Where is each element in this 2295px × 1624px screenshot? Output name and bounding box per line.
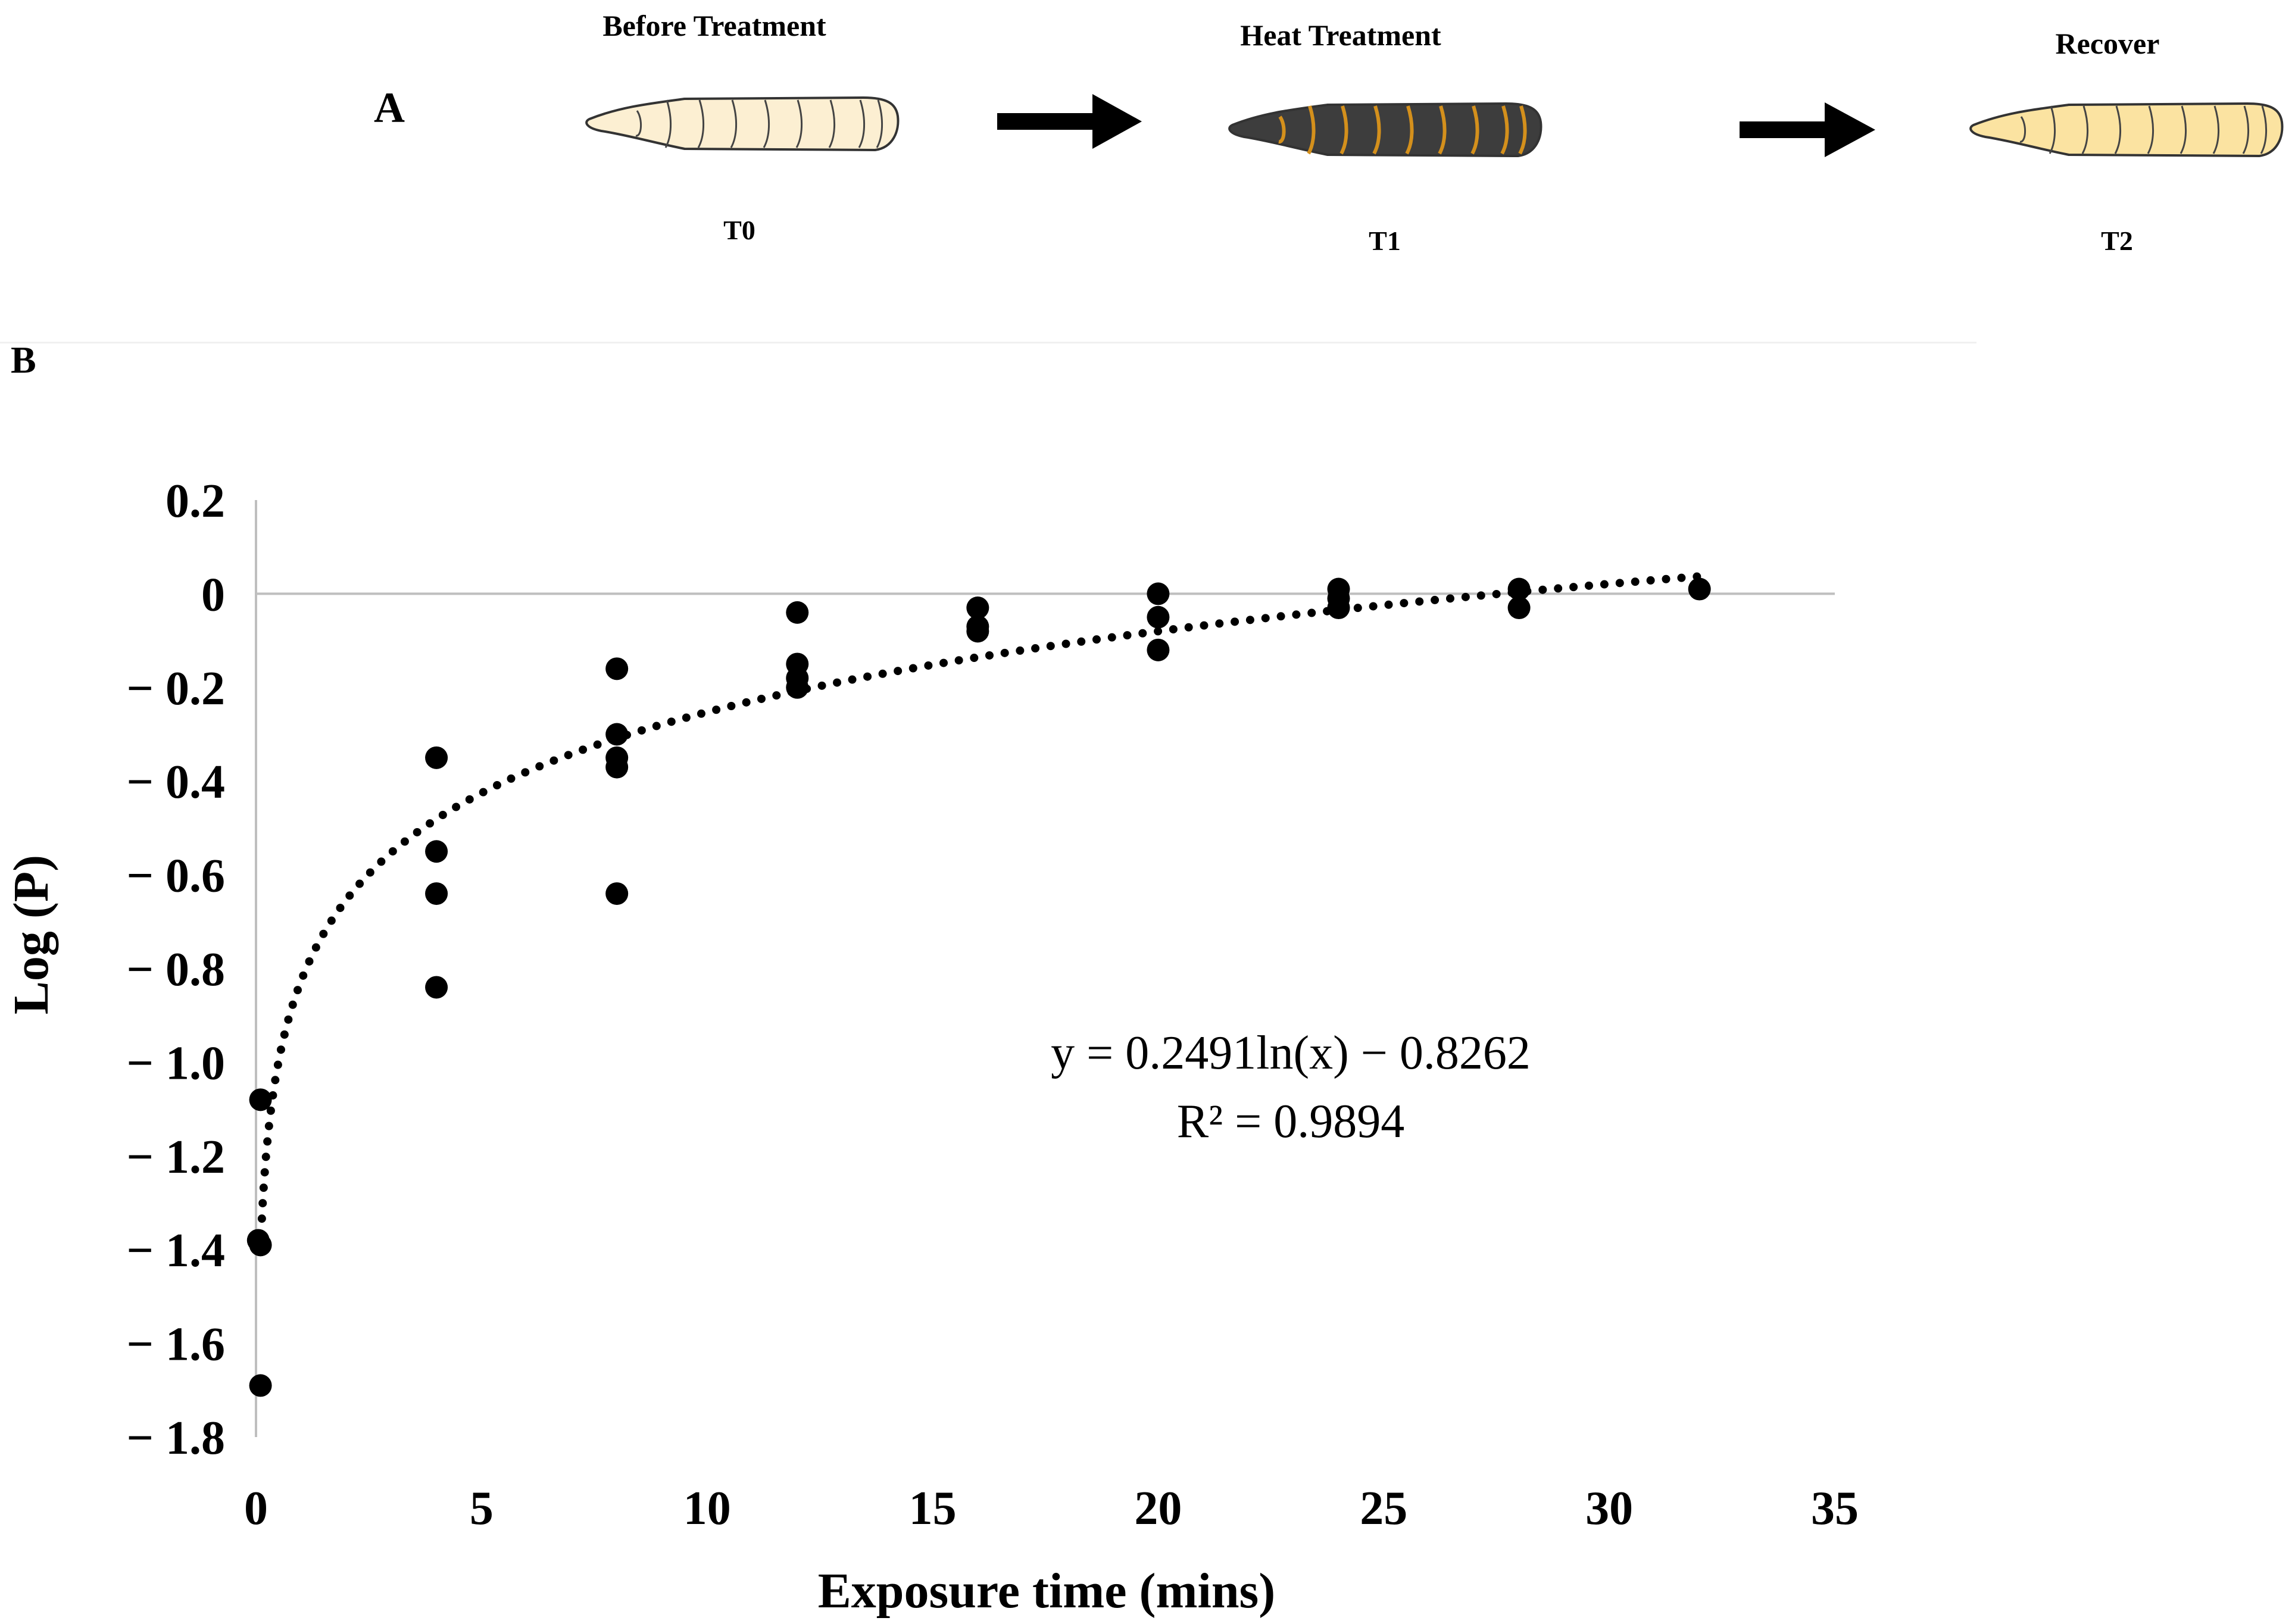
axes [255,500,1835,1437]
y-tick-label: − 0.4 [126,756,225,808]
larva-segment [876,99,883,148]
stage-title-before: Before Treatment [602,9,826,42]
larva-segment [2147,105,2154,154]
data-point [605,755,629,779]
data-point [605,882,629,905]
larva-segment [697,99,704,148]
x-tick-labels: 0 5 10 15 20 25 30 35 [244,1482,1859,1535]
y-tick-label: − 1.0 [126,1037,225,1089]
stage-time-t0: T0 [723,215,755,245]
data-point [1147,638,1170,661]
data-point [966,620,989,643]
larva-segment [795,99,803,148]
larva-before [585,96,900,152]
stage-time-t2: T2 [2101,226,2133,256]
panel-a-letter: A [374,84,405,132]
larva-segment [763,99,770,148]
larva-segment [1339,105,1348,155]
trendline-equation: y = 0.2491ln(x) − 0.8262 [1051,1027,1531,1079]
larva-segment [635,110,642,137]
data-point [605,723,629,746]
larva-segment [2212,105,2219,154]
y-tick-label: − 0.8 [126,944,225,996]
data-point [786,676,809,699]
y-axis-label: Log (P) [4,855,59,1014]
x-tick-label: 15 [909,1482,957,1535]
y-tick-label: − 0.6 [126,850,225,902]
y-tick-label: − 1.4 [126,1225,225,1277]
data-point [425,976,448,999]
larva-segment [2019,116,2026,143]
panel-b-letter: B [11,339,36,381]
x-tick-label: 10 [683,1482,731,1535]
data-point [425,882,448,905]
x-tick-label: 5 [470,1482,494,1535]
data-point [425,840,448,863]
data-point [786,601,809,624]
data-point [1327,596,1350,620]
arrow-1-icon [997,94,1142,149]
y-tick-label: 0.2 [166,475,225,527]
data-point [425,746,448,769]
larva-segment [730,99,737,148]
stage-title-recover: Recover [2055,27,2160,60]
larva-body [1228,102,1543,158]
larva-segment [1438,105,1447,155]
larva-segment [2049,105,2056,154]
y-tick-label: − 1.6 [126,1319,225,1371]
stage-title-heat: Heat Treatment [1240,18,1441,52]
data-point [966,596,989,620]
data-point [1688,577,1711,601]
arrow-2-icon [1740,102,1875,157]
x-tick-label: 30 [1585,1482,1633,1535]
y-tick-label: − 0.2 [126,663,225,715]
larva-segment [2081,105,2088,154]
larva-segment [1518,105,1527,155]
data-point [249,1088,272,1111]
larva-recover [1969,102,2284,158]
x-tick-label: 0 [244,1482,268,1535]
larva-segment [2242,105,2249,154]
data-point [249,1374,272,1397]
data-point [1147,605,1170,629]
larva-heat [1228,102,1543,158]
data-point [1507,596,1531,620]
larva-segment [664,99,672,148]
x-tick-label: 20 [1134,1482,1182,1535]
trendline-r2: R² = 0.9894 [1177,1095,1404,1148]
larva-segment [1372,105,1381,155]
larva-body [1969,102,2284,158]
panel-divider [0,342,1976,343]
trendline-path [256,572,1704,1254]
data-point [249,1233,272,1257]
x-axis-label: Exposure time (mins) [818,1563,1275,1619]
y-tick-label: − 1.8 [126,1412,225,1464]
y-tick-label: − 1.2 [126,1131,225,1183]
data-point [1507,577,1531,601]
larva-segment [1500,105,1509,155]
data-points [246,577,1711,1397]
larva-segment [2114,105,2121,154]
larva-segment [828,99,835,148]
larva-segment [1470,105,1479,155]
y-tick-labels: 0.2 0 − 0.2 − 0.4 − 0.6 − 0.8 − 1.0 − 1.2 − 1.4 −… [126,475,225,1464]
larva-body [585,96,900,152]
larva-segment [2180,105,2187,154]
trendline [256,572,1704,1254]
larva-segment [858,99,865,148]
larva-segment [1405,105,1414,155]
x-tick-label: 35 [1811,1482,1859,1535]
stage-time-t1: T1 [1369,226,1401,256]
data-point [1147,582,1170,605]
larva-segment [1278,115,1286,143]
y-tick-label: 0 [201,569,225,621]
x-tick-label: 25 [1360,1482,1407,1535]
larva-segment [1307,105,1316,155]
scatter-chart: 0.2 0 − 0.2 − 0.4 − 0.6 − 0.8 − 1.0 − 1.2 − 1.4 −… [4,475,1859,1619]
panel-a-illustration [585,94,2284,158]
larva-segment [2260,105,2267,154]
data-point [605,657,629,680]
